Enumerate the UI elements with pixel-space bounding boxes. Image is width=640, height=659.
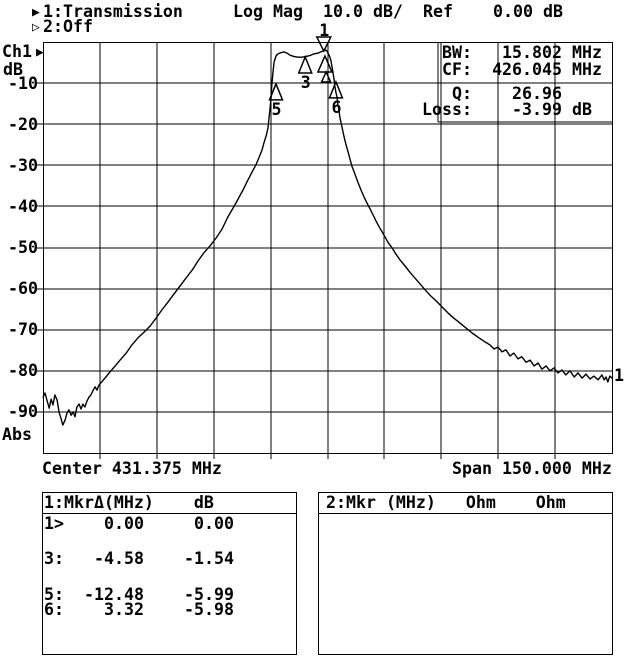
bw-value: 15.802 xyxy=(502,43,562,62)
y-tick-label: -70 xyxy=(8,320,38,339)
channel-arrow-icon: ▶ xyxy=(36,45,44,60)
ch1-active-arrow-icon: ▶ xyxy=(32,5,40,20)
marker-number-label: 6 xyxy=(331,97,342,117)
cf-value: 426.045 xyxy=(492,60,562,79)
y-tick-label: -80 xyxy=(8,361,38,380)
scale-per-div-label: 10.0 dB/ xyxy=(323,2,403,21)
q-label: Q: xyxy=(452,84,472,103)
cf-unit: MHz xyxy=(562,60,602,79)
bw-unit: MHz xyxy=(562,43,602,62)
y-tick-label: -20 xyxy=(8,115,38,134)
marker-number-label: 1 xyxy=(319,21,330,41)
marker-row-db: 0.00 xyxy=(194,514,234,533)
marker-row-delta: 3.32 xyxy=(104,600,144,619)
q-value: 26.96 xyxy=(512,84,562,103)
abs-scale-label: Abs xyxy=(2,425,32,444)
loss-unit: dB xyxy=(562,100,592,119)
channel-label: Ch1 xyxy=(2,42,32,61)
marker-row-delta: 0.00 xyxy=(104,514,144,533)
y-tick-label: -50 xyxy=(8,238,38,257)
marker-row-delta: -4.58 xyxy=(94,549,144,568)
ch2-inactive-arrow-icon: ▷ xyxy=(32,20,40,35)
y-tick-label: -30 xyxy=(8,156,38,175)
marker-number-label: 3 xyxy=(300,73,311,92)
marker-table-ch2-header: 2:Mkr (MHz) Ohm Ohm xyxy=(326,493,566,512)
format-label: Log Mag xyxy=(233,2,303,21)
loss-value: -3.99 xyxy=(512,100,562,119)
y-tick-label: -40 xyxy=(8,197,38,216)
marker-row-id: 5: xyxy=(44,585,64,604)
marker-row-id: 6: xyxy=(44,600,64,619)
marker-row-delta: -12.48 xyxy=(84,585,144,604)
marker-row-db: -5.98 xyxy=(184,600,234,619)
ref-value: 0.00 dB xyxy=(493,2,563,21)
marker-row-db: -5.99 xyxy=(184,585,234,604)
marker-row-id: 1> xyxy=(44,514,64,533)
ref-label: Ref xyxy=(423,2,453,21)
y-tick-label: -10 xyxy=(8,74,38,93)
marker-row-id: 3: xyxy=(44,549,64,568)
center-frequency-label: Center 431.375 MHz xyxy=(42,459,222,478)
loss-label: Loss: xyxy=(422,100,472,119)
marker-table-ch2 xyxy=(318,492,613,655)
span-label: Span 150.000 MHz xyxy=(452,459,612,478)
y-axis-unit-label: dB xyxy=(3,60,23,79)
y-tick-label: -60 xyxy=(8,279,38,298)
ch2-measurement-label: 2:Off xyxy=(43,17,93,36)
marker-row-db: -1.54 xyxy=(184,549,234,568)
marker-table-ch2-header-rule xyxy=(318,513,612,514)
ch1-measurement-label: 1:Transmission xyxy=(43,2,183,21)
marker-table-ch1-header: 1:MkrΔ(MHz) dB xyxy=(44,493,214,512)
marker-table-ch1-header-rule xyxy=(42,513,296,514)
marker-number-label: 5 xyxy=(271,99,282,119)
marker-table-ch1 xyxy=(42,492,297,655)
y-tick-label: -90 xyxy=(8,402,38,421)
bw-label: BW: xyxy=(442,43,472,62)
trace-end-channel-label: 1 xyxy=(614,366,624,385)
cf-label: CF: xyxy=(442,60,472,79)
